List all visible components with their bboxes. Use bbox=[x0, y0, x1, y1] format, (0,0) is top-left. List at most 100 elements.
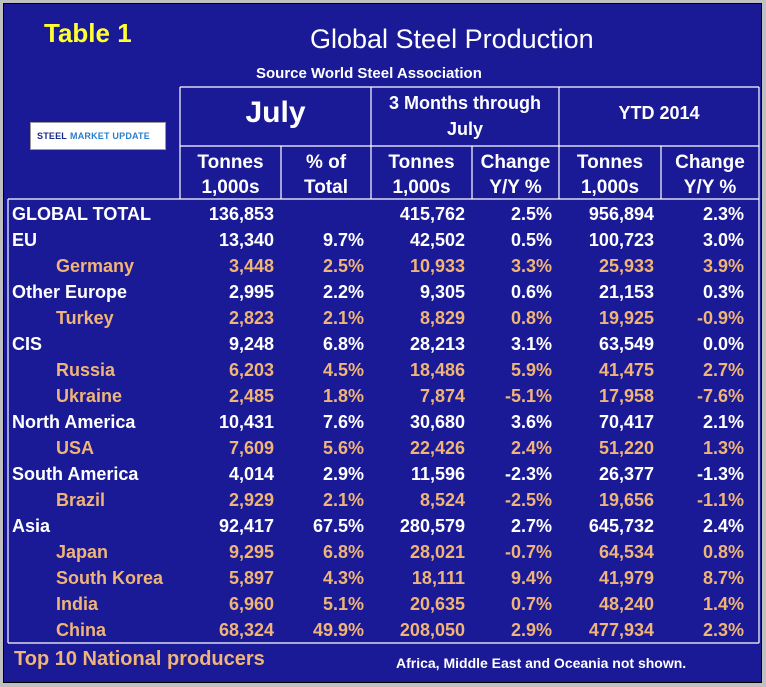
header-three-months-line1: 3 Months through bbox=[389, 93, 541, 113]
cell-july-tonnes: 3,448 bbox=[228, 256, 274, 276]
cell-m3-change: 3.1% bbox=[510, 334, 552, 354]
cell-m3-change: 2.5% bbox=[510, 204, 552, 224]
cell-july-tonnes: 9,248 bbox=[228, 334, 274, 354]
cell-m3-change: 3.6% bbox=[510, 412, 552, 432]
subheader-line1: Tonnes bbox=[388, 152, 455, 173]
subheader-july-tonnes: Tonnes 1,000s bbox=[180, 150, 281, 200]
cell-july-pct: 2.2% bbox=[322, 282, 364, 302]
cell-july-tonnes: 4,014 bbox=[228, 464, 274, 484]
cell-ytd-change: 3.0% bbox=[702, 230, 744, 250]
row-label: Russia bbox=[56, 360, 116, 380]
row-label: South Korea bbox=[56, 568, 164, 588]
cell-m3-tonnes: 22,426 bbox=[409, 438, 465, 458]
cell-july-tonnes: 2,995 bbox=[228, 282, 274, 302]
cell-july-tonnes: 136,853 bbox=[208, 204, 274, 224]
cell-m3-change: 5.9% bbox=[510, 360, 552, 380]
subheader-line1: Tonnes bbox=[576, 152, 644, 173]
cell-ytd-change: -1.1% bbox=[696, 490, 744, 510]
cell-m3-tonnes: 208,050 bbox=[399, 620, 465, 640]
cell-ytd-change: 3.9% bbox=[702, 256, 744, 276]
row-label: Japan bbox=[56, 542, 109, 562]
cell-m3-tonnes: 11,596 bbox=[410, 464, 465, 484]
cell-m3-change: 3.3% bbox=[510, 256, 552, 276]
table-row: North America 10,431 7.6% 30,680 3.6% 70,417 2… bbox=[8, 409, 758, 435]
cell-ytd-tonnes: 64,534 bbox=[598, 542, 654, 562]
cell-ytd-change: 1.4% bbox=[702, 594, 744, 614]
table-row: Japan 9,295 6.8% 28,021 -0.7% 64,534 0.8% bbox=[8, 539, 758, 565]
subheader-ytd-change: Change Y/Y % bbox=[661, 150, 759, 200]
cell-m3-change: 0.7% bbox=[510, 594, 552, 614]
header-three-months: 3 Months through July bbox=[371, 90, 559, 142]
page-title: Global Steel Production bbox=[310, 24, 594, 54]
header-ytd: YTD 2014 bbox=[618, 103, 700, 123]
cell-july-tonnes: 7,609 bbox=[228, 438, 274, 458]
subheader-3m-tonnes: Tonnes 1,000s bbox=[371, 150, 472, 200]
cell-m3-change: 2.7% bbox=[510, 516, 552, 536]
cell-july-pct: 2.1% bbox=[322, 308, 364, 328]
cell-ytd-change: 0.3% bbox=[702, 282, 744, 302]
cell-july-pct: 2.5% bbox=[322, 256, 364, 276]
row-label: China bbox=[56, 620, 107, 640]
logo-word-steel: STEEL bbox=[37, 131, 68, 141]
table-label: Table 1 bbox=[44, 18, 132, 48]
cell-ytd-change: 1.3% bbox=[702, 438, 744, 458]
row-label: Germany bbox=[56, 256, 135, 276]
cell-ytd-tonnes: 26,377 bbox=[598, 464, 654, 484]
cell-ytd-tonnes: 48,240 bbox=[598, 594, 654, 614]
subheader-ytd-tonnes: Tonnes 1,000s bbox=[559, 150, 661, 200]
steel-market-update-logo: STEEL MARKET UPDATE bbox=[30, 122, 166, 150]
cell-ytd-change: -7.6% bbox=[696, 386, 744, 406]
cell-ytd-tonnes: 19,925 bbox=[598, 308, 654, 328]
row-label: Turkey bbox=[56, 308, 114, 328]
cell-july-pct: 6.8% bbox=[322, 334, 364, 354]
cell-ytd-tonnes: 645,732 bbox=[588, 516, 654, 536]
row-label: Asia bbox=[12, 516, 51, 536]
table-row: GLOBAL TOTAL 136,853 415,762 2.5% 956,894 2.3… bbox=[8, 201, 758, 227]
subheader-3m-change: Change Y/Y % bbox=[472, 150, 559, 200]
cell-ytd-tonnes: 51,220 bbox=[598, 438, 654, 458]
subheader-line1: Tonnes bbox=[197, 152, 264, 173]
row-label: EU bbox=[12, 230, 38, 250]
cell-ytd-change: 8.7% bbox=[702, 568, 744, 588]
cell-m3-tonnes: 280,579 bbox=[399, 516, 465, 536]
cell-july-pct: 4.5% bbox=[322, 360, 364, 380]
table-row: South America 4,014 2.9% 11,596 -2.3% 26,377 -… bbox=[8, 461, 758, 487]
subheader-line2: Y/Y % bbox=[683, 177, 737, 198]
header-july: July bbox=[245, 96, 306, 129]
cell-july-tonnes: 5,897 bbox=[228, 568, 274, 588]
table-row: Brazil 2,929 2.1% 8,524 -2.5% 19,656 -1.1% bbox=[8, 487, 758, 513]
cell-ytd-tonnes: 70,417 bbox=[598, 412, 654, 432]
row-label: Ukraine bbox=[56, 386, 123, 406]
footer-note-producers: Top 10 National producers bbox=[14, 648, 265, 670]
table-row: Russia 6,203 4.5% 18,486 5.9% 41,475 2.7% bbox=[8, 357, 758, 383]
cell-ytd-tonnes: 956,894 bbox=[588, 204, 654, 224]
cell-m3-tonnes: 28,021 bbox=[409, 542, 465, 562]
cell-ytd-tonnes: 100,723 bbox=[588, 230, 654, 250]
cell-m3-tonnes: 7,874 bbox=[419, 386, 465, 406]
cell-m3-change: 0.8% bbox=[510, 308, 552, 328]
cell-july-tonnes: 13,340 bbox=[218, 230, 274, 250]
subheader-line1: % of bbox=[305, 152, 347, 173]
subheader-line2: 1,000s bbox=[201, 177, 260, 198]
row-label: USA bbox=[56, 438, 95, 458]
subheader-line2: Y/Y % bbox=[489, 177, 542, 198]
cell-july-tonnes: 9,295 bbox=[228, 542, 274, 562]
table-row: USA 7,609 5.6% 22,426 2.4% 51,220 1.3% bbox=[8, 435, 758, 461]
cell-m3-tonnes: 10,933 bbox=[409, 256, 465, 276]
subheader-line2: Total bbox=[304, 177, 348, 198]
cell-july-pct: 5.1% bbox=[322, 594, 364, 614]
subheader-line1: Change bbox=[480, 152, 551, 173]
cell-m3-tonnes: 18,111 bbox=[411, 568, 465, 588]
row-label: Brazil bbox=[56, 490, 106, 510]
cell-july-pct: 7.6% bbox=[322, 412, 364, 432]
table-row: Other Europe 2,995 2.2% 9,305 0.6% 21,153 0.3% bbox=[8, 279, 758, 305]
subheader-line1: Change bbox=[675, 152, 745, 173]
cell-july-tonnes: 6,960 bbox=[228, 594, 274, 614]
cell-m3-tonnes: 18,486 bbox=[409, 360, 465, 380]
logo-word-market-update: MARKET UPDATE bbox=[70, 131, 150, 141]
cell-july-pct: 5.6% bbox=[322, 438, 364, 458]
cell-m3-tonnes: 8,524 bbox=[419, 490, 465, 510]
cell-m3-change: 2.4% bbox=[510, 438, 552, 458]
cell-july-pct: 49.9% bbox=[312, 620, 364, 640]
table-panel bbox=[3, 3, 762, 683]
